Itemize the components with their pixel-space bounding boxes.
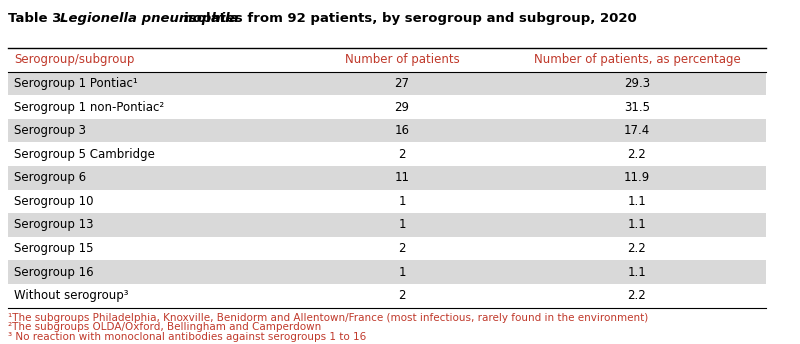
Bar xyxy=(8,72,766,95)
Text: Table 3.: Table 3. xyxy=(8,12,71,25)
Text: Serogroup/subgroup: Serogroup/subgroup xyxy=(14,53,134,66)
Bar xyxy=(8,284,766,308)
Text: Serogroup 3: Serogroup 3 xyxy=(14,124,86,137)
Bar xyxy=(8,213,766,237)
Text: ²The subgroups OLDA/Oxford, Bellingham and Camperdown: ²The subgroups OLDA/Oxford, Bellingham a… xyxy=(8,322,321,332)
Text: Serogroup 1 Pontiac¹: Serogroup 1 Pontiac¹ xyxy=(14,77,138,90)
Text: 2: 2 xyxy=(398,148,406,161)
Text: Serogroup 15: Serogroup 15 xyxy=(14,242,94,255)
Text: 1.1: 1.1 xyxy=(627,218,646,232)
Text: 2.2: 2.2 xyxy=(627,148,646,161)
Bar xyxy=(8,260,766,284)
Text: 1.1: 1.1 xyxy=(627,266,646,279)
Text: Serogroup 1 non-Pontiac²: Serogroup 1 non-Pontiac² xyxy=(14,100,164,114)
Text: Serogroup 6: Serogroup 6 xyxy=(14,171,86,184)
Text: 16: 16 xyxy=(394,124,410,137)
Text: 27: 27 xyxy=(394,77,410,90)
Text: 29: 29 xyxy=(394,100,410,114)
Text: ¹The subgroups Philadelphia, Knoxville, Benidorm and Allentown/France (most infe: ¹The subgroups Philadelphia, Knoxville, … xyxy=(8,313,648,323)
Text: Legionella pneumophila: Legionella pneumophila xyxy=(60,12,239,25)
Text: Serogroup 16: Serogroup 16 xyxy=(14,266,94,279)
Text: 11: 11 xyxy=(394,171,410,184)
Text: isolates from 92 patients, by serogroup and subgroup, 2020: isolates from 92 patients, by serogroup … xyxy=(175,12,637,25)
Text: ³ No reaction with monoclonal antibodies against serogroups 1 to 16: ³ No reaction with monoclonal antibodies… xyxy=(8,332,366,342)
Bar xyxy=(8,48,766,72)
Bar xyxy=(8,190,766,213)
Text: Serogroup 5 Cambridge: Serogroup 5 Cambridge xyxy=(14,148,154,161)
Text: 1.1: 1.1 xyxy=(627,195,646,208)
Bar xyxy=(8,142,766,166)
Text: 17.4: 17.4 xyxy=(624,124,650,137)
Text: 31.5: 31.5 xyxy=(624,100,650,114)
Bar xyxy=(8,95,766,119)
Text: 2.2: 2.2 xyxy=(627,289,646,302)
Text: 1: 1 xyxy=(398,218,406,232)
Bar xyxy=(8,119,766,142)
Text: 1: 1 xyxy=(398,195,406,208)
Bar xyxy=(8,237,766,260)
Text: 1: 1 xyxy=(398,266,406,279)
Text: 2: 2 xyxy=(398,242,406,255)
Text: Without serogroup³: Without serogroup³ xyxy=(14,289,129,302)
Text: Number of patients, as percentage: Number of patients, as percentage xyxy=(534,53,740,66)
Text: 2: 2 xyxy=(398,289,406,302)
Bar xyxy=(8,166,766,190)
Text: Number of patients: Number of patients xyxy=(345,53,459,66)
Text: Serogroup 10: Serogroup 10 xyxy=(14,195,94,208)
Text: 29.3: 29.3 xyxy=(624,77,650,90)
Text: 11.9: 11.9 xyxy=(624,171,650,184)
Text: Serogroup 13: Serogroup 13 xyxy=(14,218,94,232)
Text: 2.2: 2.2 xyxy=(627,242,646,255)
